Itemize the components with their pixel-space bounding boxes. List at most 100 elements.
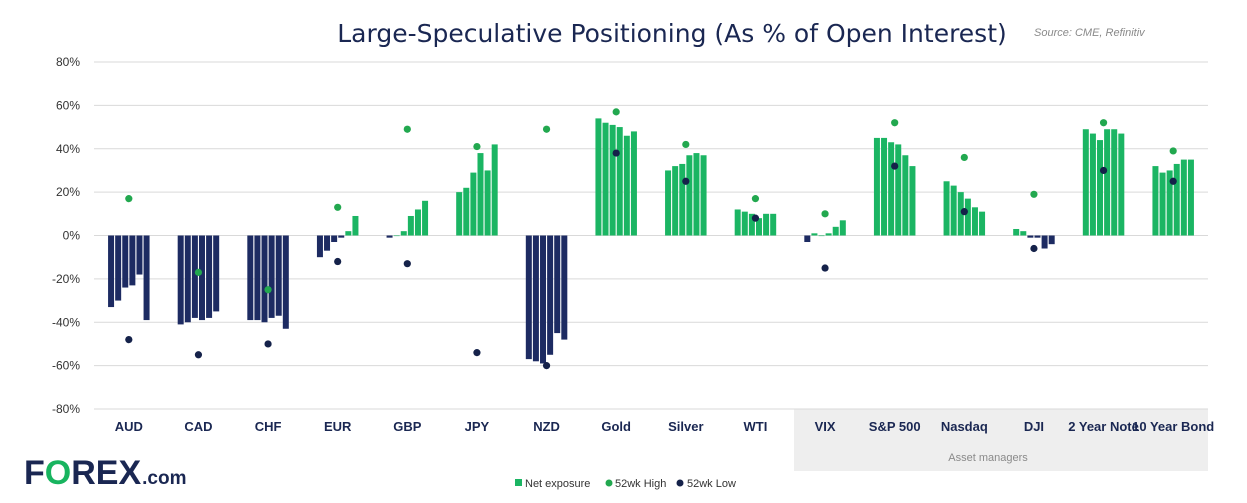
net-exposure-bar — [873, 137, 880, 236]
52wk-low-marker — [473, 349, 481, 357]
net-exposure-bar — [407, 215, 414, 236]
net-exposure-bar — [331, 235, 338, 243]
x-category-label: VIX — [815, 419, 836, 434]
net-exposure-bar — [964, 198, 971, 236]
52wk-high-marker — [194, 268, 203, 276]
forex-logo: FOREX .com — [24, 455, 187, 491]
net-exposure-bar — [902, 155, 909, 236]
net-exposure-bar — [665, 170, 672, 236]
net-exposure-bar — [1180, 159, 1187, 236]
net-exposure-bar — [491, 144, 498, 236]
52wk-markers — [125, 108, 1177, 370]
52wk-high-marker — [960, 153, 968, 162]
y-tick-label: -20% — [52, 272, 80, 286]
net-exposure-bar — [191, 235, 198, 318]
net-exposure-bar — [1034, 235, 1041, 238]
x-category-label: S&P 500 — [869, 419, 921, 434]
net-exposure-bar — [950, 185, 957, 236]
net-exposure-bar — [282, 235, 289, 329]
asset-managers-shading — [794, 409, 1208, 471]
net-exposure-bar — [143, 235, 150, 321]
52wk-high-marker — [821, 210, 829, 218]
net-exposure-bar — [1041, 235, 1048, 249]
net-exposure-bar — [616, 127, 623, 236]
52wk-low-marker — [125, 336, 133, 344]
net-exposure-bar — [136, 235, 143, 275]
net-exposure-bar — [247, 235, 254, 321]
net-exposure-bar — [909, 166, 916, 236]
net-exposure-bar — [554, 235, 561, 334]
net-exposure-bar — [734, 209, 741, 236]
net-exposure-bar — [811, 233, 818, 236]
net-exposure-bar — [943, 181, 950, 236]
net-exposure-bar — [456, 192, 463, 236]
net-exposure-bar — [254, 235, 261, 321]
logo-domain: .com — [142, 468, 187, 489]
x-category-label: Gold — [601, 419, 631, 434]
net-exposure-bar — [261, 235, 268, 323]
52wk-high-marker — [1169, 147, 1177, 155]
net-exposure-bar — [700, 155, 707, 236]
52wk-high-marker — [264, 286, 272, 294]
52wk-low-marker — [194, 351, 203, 359]
52wk-low-marker — [542, 362, 551, 370]
52wk-high-marker — [1030, 190, 1038, 198]
net-exposure-bar — [832, 226, 839, 236]
net-exposure-bar — [108, 235, 115, 308]
net-exposure-bar — [1173, 163, 1180, 236]
net-exposure-bar — [672, 166, 679, 236]
net-exposure-bar — [1097, 140, 1104, 236]
y-tick-label: -40% — [52, 315, 80, 329]
net-exposure-bar — [198, 235, 205, 321]
net-exposure-bar — [268, 235, 275, 318]
net-exposure-bar — [345, 231, 352, 236]
net-exposure-bar — [115, 235, 122, 301]
net-exposure-bar — [741, 211, 748, 236]
net-exposure-bar — [184, 235, 191, 323]
net-exposure-bars — [108, 118, 1194, 364]
legend-52wk-high-marker — [605, 479, 613, 487]
net-exposure-bar — [979, 211, 986, 236]
52wk-high-marker — [542, 125, 551, 133]
net-exposure-bar — [679, 163, 686, 236]
net-exposure-bar — [422, 200, 429, 236]
gridlines — [94, 61, 1208, 410]
net-exposure-bar — [630, 131, 637, 236]
net-exposure-bar — [177, 235, 184, 325]
52wk-low-marker — [612, 149, 620, 157]
net-exposure-bar — [602, 122, 609, 236]
net-exposure-bar — [748, 213, 755, 236]
net-exposure-bar — [686, 155, 693, 236]
y-tick-label: 80% — [56, 55, 80, 69]
net-exposure-bar — [971, 207, 978, 236]
net-exposure-bar — [122, 235, 129, 288]
x-category-label: Silver — [668, 419, 703, 434]
y-tick-label: 60% — [56, 98, 80, 112]
net-exposure-bar — [693, 153, 700, 236]
x-category-label: GBP — [393, 419, 422, 434]
52wk-low-marker — [264, 340, 272, 348]
y-axis-ticks: 80% 60% 40% 20% 0% -20% -40% -60% -80% — [52, 55, 80, 416]
y-tick-label: 0% — [63, 229, 81, 243]
net-exposure-bar — [484, 170, 491, 236]
net-exposure-bar — [1082, 129, 1089, 236]
logo-wordmark: FOREX — [24, 454, 142, 492]
52wk-high-marker — [334, 203, 342, 211]
net-exposure-bar — [1152, 166, 1159, 236]
x-category-label: CHF — [255, 419, 282, 434]
net-exposure-bar — [129, 235, 136, 286]
52wk-high-marker — [125, 195, 133, 203]
net-exposure-bar — [324, 235, 331, 251]
net-exposure-bar — [1118, 133, 1125, 236]
net-exposure-bar — [213, 235, 220, 312]
net-exposure-bar — [393, 235, 400, 237]
x-category-label: Nasdaq — [941, 419, 988, 434]
net-exposure-bar — [895, 144, 902, 236]
net-exposure-bar — [763, 213, 770, 236]
net-exposure-bar — [957, 192, 964, 236]
net-exposure-bar — [818, 235, 825, 237]
net-exposure-bar — [1089, 133, 1096, 236]
legend: Net exposure 52wk High 52wk Low — [515, 478, 736, 490]
net-exposure-bar — [755, 218, 762, 236]
